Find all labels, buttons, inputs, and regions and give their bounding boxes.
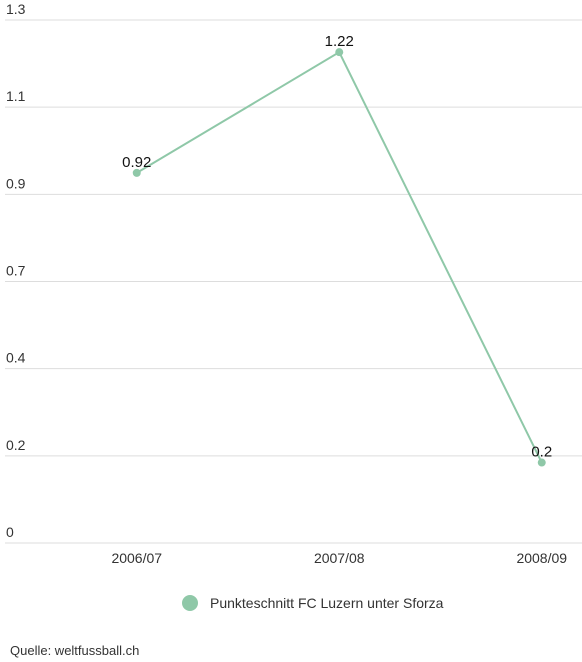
data-label: 0.92 xyxy=(122,154,151,171)
y-tick-label: 1.1 xyxy=(6,88,26,104)
series-line xyxy=(136,50,543,463)
data-label: 0.2 xyxy=(531,444,552,461)
y-tick-label: 0.7 xyxy=(6,263,26,279)
data-point xyxy=(335,48,344,57)
legend-marker xyxy=(182,595,198,611)
x-tick-label: 2007/08 xyxy=(314,550,365,566)
data-point xyxy=(132,168,141,177)
y-tick-label: 0.9 xyxy=(6,175,26,191)
y-tick-label: 1.3 xyxy=(6,1,26,17)
x-tick-label: 2006/07 xyxy=(111,550,162,566)
y-tick-label: 0.4 xyxy=(6,350,26,366)
data-label: 1.22 xyxy=(325,33,354,50)
y-tick-label: 0 xyxy=(6,524,14,540)
y-tick-label: 0.2 xyxy=(6,437,26,453)
data-point xyxy=(537,458,546,467)
source: Quelle: weltfussball.ch xyxy=(10,643,139,658)
x-tick-label: 2008/09 xyxy=(516,550,567,566)
legend-label: Punkteschnitt FC Luzern unter Sforza xyxy=(210,595,444,611)
